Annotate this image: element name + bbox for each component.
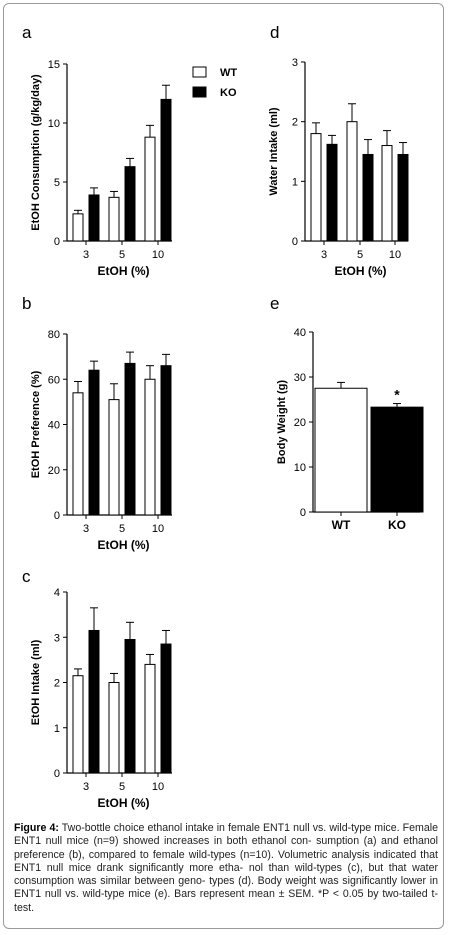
- y-tick-label: 40: [294, 327, 306, 339]
- y-tick-label: 10: [294, 462, 306, 474]
- bar: [310, 133, 322, 242]
- bar: [144, 136, 156, 242]
- bar: [124, 166, 136, 242]
- x-tick-label: KO: [388, 518, 406, 532]
- panel-letter: c: [22, 567, 31, 586]
- x-tick-label: 10: [152, 249, 164, 261]
- y-axis-label: EtOH Consumption (g/kg/day): [30, 74, 42, 231]
- y-tick-label: 0: [54, 510, 60, 522]
- x-tick-label: 3: [83, 781, 89, 793]
- legend-label-wt: WT: [220, 67, 237, 79]
- panel-letter: b: [22, 294, 31, 313]
- y-tick-label: 5: [54, 177, 60, 189]
- x-tick-label: 3: [83, 523, 89, 535]
- caption-line: Two-bottle choice ethanol intake in fema…: [61, 822, 372, 834]
- bar: [326, 143, 338, 242]
- legend: WT KO: [192, 66, 237, 99]
- y-axis-label: Water Intake (ml): [268, 107, 280, 196]
- bar: [144, 663, 156, 774]
- x-tick-label: 5: [119, 249, 125, 261]
- y-tick-label: 10: [48, 118, 60, 130]
- y-axis-label: Body Weight (g): [276, 380, 288, 464]
- x-tick-label: 10: [152, 523, 164, 535]
- bar: [124, 362, 136, 516]
- x-axis-label: EtOH (%): [98, 796, 150, 810]
- bar: [108, 399, 120, 516]
- x-tick-label: 5: [119, 523, 125, 535]
- bar: [72, 675, 84, 774]
- x-axis-label: EtOH (%): [98, 538, 150, 552]
- bar: [346, 121, 358, 242]
- x-tick-label: 3: [83, 249, 89, 261]
- bar: [362, 153, 374, 242]
- bar: [88, 194, 100, 242]
- x-tick-label: 3: [321, 249, 327, 261]
- bar: [160, 365, 172, 516]
- y-tick-label: 80: [48, 329, 60, 341]
- bar: [370, 406, 424, 513]
- legend-swatch-wt: [192, 66, 207, 78]
- figure-caption: Figure 4: Two-bottle choice ethanol inta…: [14, 822, 438, 915]
- y-tick-label: 0: [300, 507, 306, 519]
- legend-swatch-ko: [192, 86, 207, 98]
- significance-asterisk: *: [394, 387, 400, 403]
- bar: [144, 378, 156, 516]
- caption-line: (e). Bars represent mean ± SEM. *P < 0.0…: [14, 888, 438, 914]
- bar: [72, 392, 84, 516]
- bar: [108, 682, 120, 774]
- caption-label: Figure 4:: [14, 822, 59, 834]
- bar: [314, 387, 368, 513]
- panel-e: e 0 10 20 30 40 Body Weight (g) WT KO *: [270, 294, 424, 532]
- bar: [124, 639, 136, 774]
- caption-line: nol than wild-types (c), but that water …: [14, 861, 438, 888]
- bar: [88, 369, 100, 516]
- bar: [108, 196, 120, 242]
- y-tick-label: 20: [48, 465, 60, 477]
- panel-letter: e: [270, 294, 279, 313]
- y-tick-label: 30: [294, 372, 306, 384]
- bar: [397, 153, 409, 242]
- bar: [72, 213, 84, 242]
- y-tick-label: 3: [54, 632, 60, 644]
- y-axis-label: EtOH Intake (ml): [30, 639, 42, 725]
- y-tick-label: 1: [292, 176, 298, 188]
- y-tick-label: 2: [292, 117, 298, 129]
- y-tick-label: 1: [54, 723, 60, 735]
- y-tick-label: 20: [294, 417, 306, 429]
- bar: [160, 98, 172, 242]
- x-tick-label: 5: [119, 781, 125, 793]
- x-tick-label: 10: [152, 781, 164, 793]
- y-tick-label: 15: [48, 59, 60, 71]
- x-axis-label: EtOH (%): [335, 264, 387, 278]
- y-tick-label: 3: [292, 57, 298, 69]
- bar: [88, 629, 100, 774]
- y-tick-label: 0: [54, 236, 60, 248]
- y-tick-label: 4: [54, 587, 60, 599]
- x-tick-label: WT: [332, 518, 351, 532]
- y-tick-label: 2: [54, 678, 60, 690]
- bar: [160, 643, 172, 774]
- y-tick-label: 0: [292, 236, 298, 248]
- x-tick-label: 10: [389, 249, 401, 261]
- y-axis-label: EtOH Preference (%): [30, 370, 42, 478]
- caption-line: types (d). Body weight was significantly…: [14, 875, 438, 901]
- caption-line: Volumetric analysis indicated that ENT1 …: [14, 848, 438, 874]
- caption-line: mice. Female ENT1 null mice (n=9) showed…: [14, 822, 438, 848]
- y-tick-label: 40: [48, 420, 60, 432]
- x-tick-label: 5: [357, 249, 363, 261]
- y-tick-label: 0: [54, 768, 60, 780]
- y-tick-label: 60: [48, 374, 60, 386]
- bar: [381, 145, 393, 242]
- x-axis-label: EtOH (%): [98, 264, 150, 278]
- caption-line: sumption (a) and ethanol preference (b),…: [14, 835, 438, 861]
- legend-label-ko: KO: [220, 87, 237, 99]
- panel-letter: d: [270, 23, 279, 42]
- panel-letter: a: [22, 23, 32, 42]
